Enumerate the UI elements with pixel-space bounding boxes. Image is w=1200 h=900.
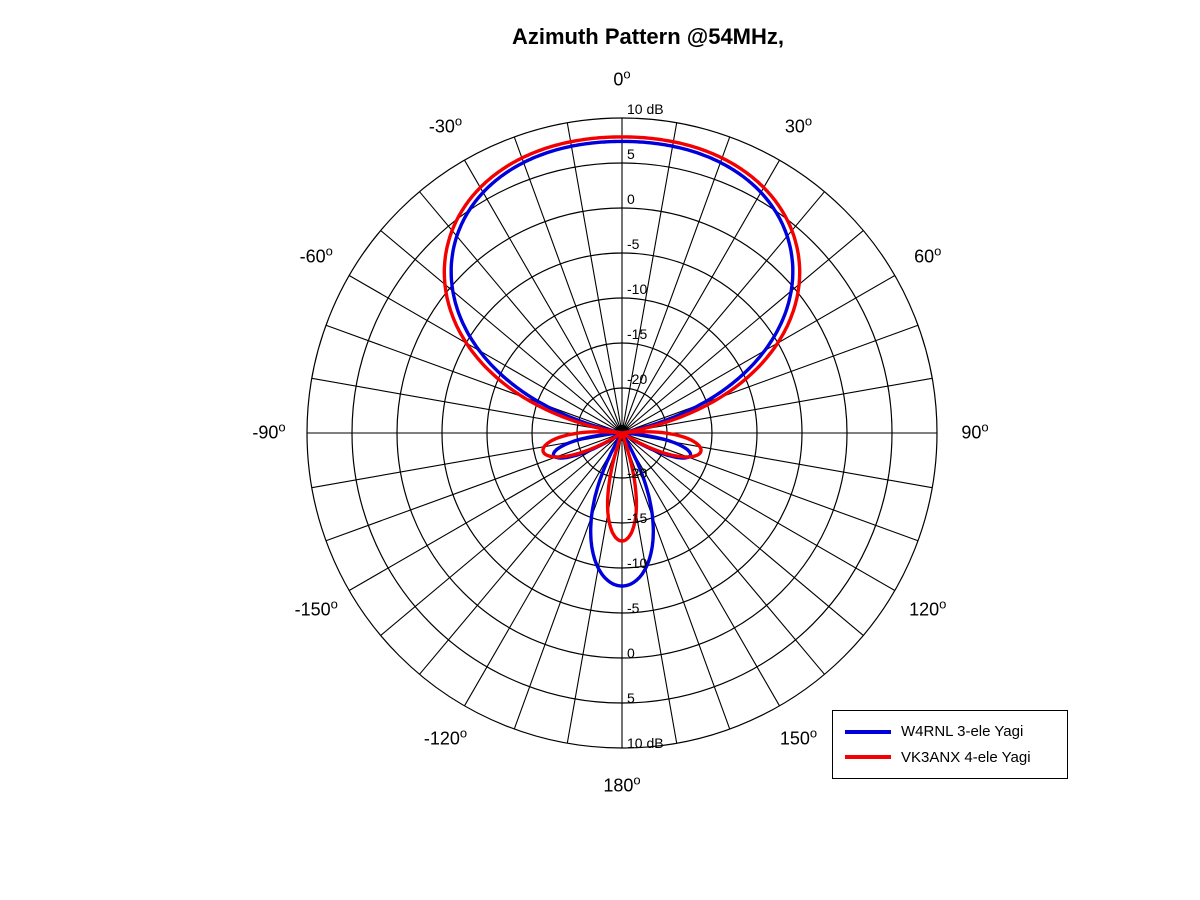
grid-spoke-110 xyxy=(621,432,919,542)
grid-spoke-200 xyxy=(513,432,623,730)
angle-label-180: 180o xyxy=(603,772,641,796)
radial-label-bottom-0dB: 0 xyxy=(627,645,635,661)
grid-spoke-70 xyxy=(621,324,919,434)
degree-symbol: o xyxy=(454,113,463,129)
radial-label-bottom-5dB: 5 xyxy=(627,690,635,706)
degree-symbol: o xyxy=(934,243,942,258)
grid-spoke-160 xyxy=(621,432,731,730)
radial-label-top--5dB: -5 xyxy=(627,236,640,252)
radial-label-top--15dB: -15 xyxy=(627,326,648,342)
grid-spoke-80 xyxy=(621,377,933,434)
degree-symbol: o xyxy=(809,725,818,741)
angle-label--150: -150o xyxy=(294,596,338,619)
grid-spoke-30 xyxy=(621,159,780,434)
radial-label-top-10dB: 10 dB xyxy=(627,101,664,117)
angle-label-150: 150o xyxy=(779,725,818,749)
grid-spoke-330 xyxy=(464,159,623,434)
radial-label-bottom-10dB: 10 dB xyxy=(627,735,664,751)
grid-spoke-230 xyxy=(380,432,623,636)
degree-symbol: o xyxy=(330,596,338,611)
legend-entry-series2: VK3ANX 4-ele Yagi xyxy=(845,749,1057,766)
grid-spoke-190 xyxy=(566,432,623,744)
radial-label-top-0dB: 0 xyxy=(627,191,635,207)
degree-symbol: o xyxy=(633,772,641,788)
grid-spoke-140 xyxy=(621,432,825,675)
degree-symbol: o xyxy=(939,596,947,611)
degree-symbol: o xyxy=(981,419,989,435)
legend: W4RNL 3-ele Yagi VK3ANX 4-ele Yagi xyxy=(832,710,1068,779)
grid-spoke-150 xyxy=(621,432,780,707)
pattern-curve-blue xyxy=(449,139,795,588)
grid-spoke-280 xyxy=(311,377,623,434)
angle-label-60: 60o xyxy=(914,243,942,266)
angle-label--60: -60o xyxy=(299,243,333,266)
grid-spoke-300 xyxy=(348,275,623,434)
angle-label--120: -120o xyxy=(423,725,468,749)
red-line-sample xyxy=(845,755,891,760)
angle-label-0: 0o xyxy=(613,66,631,90)
legend-entry-series1: W4RNL 3-ele Yagi xyxy=(845,723,1057,740)
grid-spoke-10 xyxy=(621,122,678,434)
grid-spoke-60 xyxy=(621,275,896,434)
grid-spoke-210 xyxy=(464,432,623,707)
chart-title: Azimuth Pattern @54MHz, xyxy=(511,24,785,49)
grid-spoke-20 xyxy=(621,136,731,434)
legend-label-series2: VK3ANX 4-ele Yagi xyxy=(901,748,1031,766)
radial-label-top--10dB: -10 xyxy=(627,281,648,297)
degree-symbol: o xyxy=(459,725,468,741)
degree-symbol: o xyxy=(623,66,631,82)
degree-symbol: o xyxy=(278,419,286,435)
angle-label-90: 90o xyxy=(961,419,989,443)
grid-spoke-290 xyxy=(325,324,623,434)
grid-spoke-220 xyxy=(419,432,623,675)
angle-label-120: 120o xyxy=(909,596,947,619)
degree-symbol: o xyxy=(804,113,813,129)
blue-line-sample xyxy=(845,729,891,734)
grid-spoke-170 xyxy=(621,432,678,744)
grid-spoke-50 xyxy=(621,230,864,434)
grid-spoke-350 xyxy=(566,122,623,434)
legend-label-series1: W4RNL 3-ele Yagi xyxy=(901,723,1024,741)
grid-spoke-120 xyxy=(621,432,896,591)
grid-spoke-240 xyxy=(348,432,623,591)
pattern-curve-red xyxy=(442,135,802,543)
grid-spoke-340 xyxy=(513,136,623,434)
degree-symbol: o xyxy=(325,243,333,258)
radial-label-bottom--20dB: -20 xyxy=(627,465,648,481)
radial-label-top-5dB: 5 xyxy=(627,146,635,162)
angle-label--30: -30o xyxy=(428,113,463,137)
grid-spoke-310 xyxy=(380,230,623,434)
radial-label-bottom--5dB: -5 xyxy=(627,600,640,616)
radial-label-top--20dB: -20 xyxy=(627,371,648,387)
radial-label-bottom--15dB: -15 xyxy=(627,510,648,526)
radial-label-bottom--10dB: -10 xyxy=(627,555,648,571)
grid-spoke-130 xyxy=(621,432,864,636)
grid-spoke-250 xyxy=(325,432,623,542)
angle-label-30: 30o xyxy=(784,113,813,137)
angle-label--90: -90o xyxy=(252,419,286,443)
